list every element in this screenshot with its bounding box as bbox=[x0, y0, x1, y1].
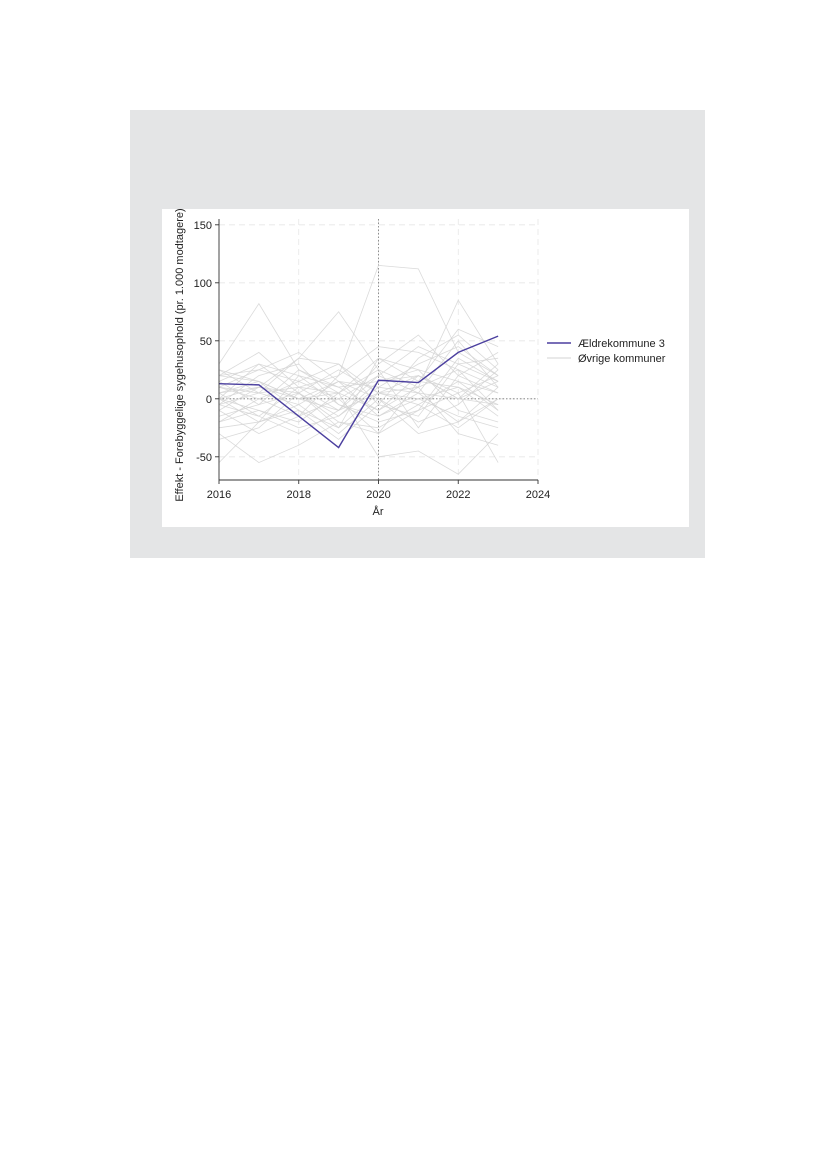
y-tick-label: 50 bbox=[200, 336, 212, 348]
x-tick-label: 2018 bbox=[287, 489, 311, 501]
series-line-other bbox=[218, 369, 499, 423]
series-line-other bbox=[218, 357, 499, 429]
line-chart: 150 100 50 0 -50 2016 2018 2020 2022 2024 Ældreko… bbox=[174, 208, 666, 518]
x-tick-label: 2020 bbox=[366, 489, 390, 501]
legend-label-others: Øvrige kommuner bbox=[578, 353, 666, 365]
y-tick-label: 0 bbox=[206, 394, 212, 406]
series-line-other bbox=[218, 328, 499, 394]
series-line-other bbox=[218, 299, 499, 394]
series-line-other bbox=[218, 369, 499, 435]
series-line-other bbox=[218, 357, 499, 429]
other-municipalities-lines bbox=[218, 264, 499, 475]
series-line-other bbox=[218, 363, 499, 417]
series-line-other bbox=[218, 392, 499, 464]
y-tick-label: 150 bbox=[194, 220, 212, 232]
legend-label-highlight: Ældrekommune 3 bbox=[578, 338, 665, 350]
highlight-series bbox=[218, 335, 499, 449]
series-line-other bbox=[218, 351, 499, 423]
series-line-other bbox=[218, 380, 499, 429]
series-line-other bbox=[218, 334, 499, 440]
series-line-other bbox=[218, 340, 499, 417]
reference-lines bbox=[219, 219, 538, 480]
x-axis-title: År bbox=[373, 505, 384, 518]
x-tick-label: 2016 bbox=[207, 489, 231, 501]
y-tick-label: 100 bbox=[194, 278, 212, 290]
y-tick-label: -50 bbox=[196, 452, 212, 464]
x-tick-label: 2024 bbox=[526, 489, 550, 501]
series-line-highlight bbox=[218, 335, 499, 449]
y-axis-title: Effekt - Forebyggelige sygehusophold (pr… bbox=[174, 208, 186, 501]
axes: 150 100 50 0 -50 2016 2018 2020 2022 2024 bbox=[194, 219, 550, 501]
series-line-other bbox=[218, 369, 499, 429]
legend: Ældrekommune 3 Øvrige kommuner bbox=[547, 338, 666, 365]
x-tick-label: 2022 bbox=[446, 489, 470, 501]
series-line-other bbox=[218, 363, 499, 440]
series-line-other bbox=[218, 375, 499, 435]
series-line-other bbox=[218, 264, 499, 405]
